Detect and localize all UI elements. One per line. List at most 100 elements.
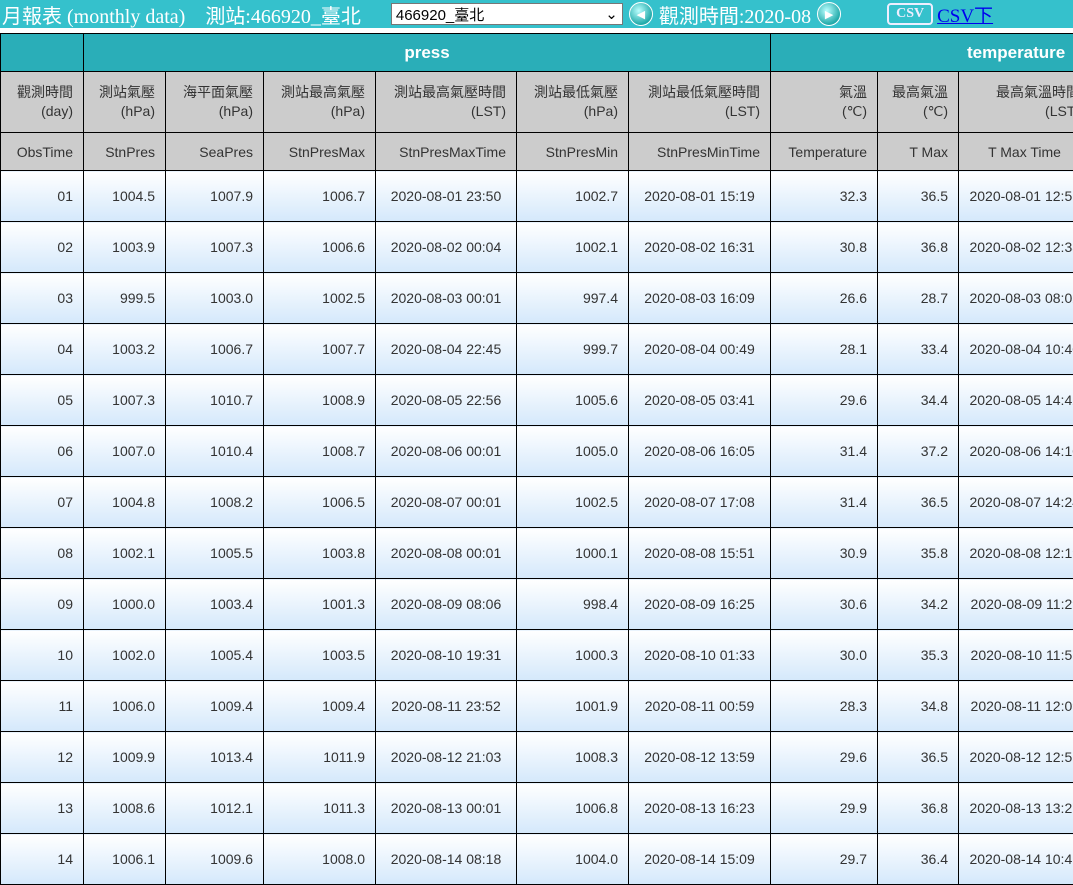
- table-cell: 1000.3: [517, 630, 629, 681]
- column-code: SeaPres: [166, 133, 264, 171]
- table-cell: 02: [1, 222, 84, 273]
- table-cell: 2020-08-04 22:45: [376, 324, 517, 375]
- table-cell: 36.4: [878, 834, 959, 885]
- column-zh: 測站最高氣壓: [281, 84, 365, 100]
- table-cell: 1005.4: [166, 630, 264, 681]
- table-cell: 28.7: [878, 273, 959, 324]
- table-cell: 11: [1, 681, 84, 732]
- table-cell: 2020-08-14 08:18: [376, 834, 517, 885]
- table-cell: 2020-08-13 00:01: [376, 783, 517, 834]
- table-cell: 2020-08-01 23:50: [376, 171, 517, 222]
- table-cell: 2020-08-05 03:41: [629, 375, 771, 426]
- table-cell: 2020-08-01 15:19: [629, 171, 771, 222]
- table-cell: 2020-08-14 10:41: [959, 834, 1073, 885]
- column-unit: (LST): [1045, 103, 1073, 119]
- table-cell: 2020-08-05 14:42: [959, 375, 1073, 426]
- table-cell: 05: [1, 375, 84, 426]
- column-code: ObsTime: [1, 133, 84, 171]
- prev-month-button[interactable]: ◀: [629, 2, 653, 26]
- table-cell: 1002.5: [517, 477, 629, 528]
- table-cell: 34.8: [878, 681, 959, 732]
- table-cell: 1009.6: [166, 834, 264, 885]
- table-cell: 12: [1, 732, 84, 783]
- column-zh: 最高氣溫時間: [996, 84, 1073, 100]
- column-header: 測站最高氣壓時間 (LST): [376, 72, 517, 133]
- table-cell: 998.4: [517, 579, 629, 630]
- column-zh: 測站最高氣壓時間: [394, 84, 506, 100]
- table-cell: 1007.0: [84, 426, 166, 477]
- table-cell: 04: [1, 324, 84, 375]
- group-press: press: [84, 34, 771, 72]
- column-header: 測站最高氣壓(hPa): [264, 72, 376, 133]
- table-cell: 29.9: [771, 783, 878, 834]
- column-header: 測站氣壓(hPa): [84, 72, 166, 133]
- table-cell: 2020-08-11 12:09: [959, 681, 1073, 732]
- table-cell: 1009.4: [264, 681, 376, 732]
- table-cell: 2020-08-04 00:49: [629, 324, 771, 375]
- table-cell: 1012.1: [166, 783, 264, 834]
- column-zh: 觀測時間: [17, 84, 73, 100]
- csv-download-link[interactable]: CSV下: [937, 1, 993, 28]
- next-month-button[interactable]: ▶: [817, 2, 841, 26]
- table-cell: 1002.0: [84, 630, 166, 681]
- table-cell: 999.5: [84, 273, 166, 324]
- table-cell: 1000.1: [517, 528, 629, 579]
- table-cell: 2020-08-14 15:09: [629, 834, 771, 885]
- table-cell: 1007.7: [264, 324, 376, 375]
- group-temperature: temperature: [771, 34, 1073, 72]
- table-cell: 29.6: [771, 732, 878, 783]
- chevron-down-icon: ⌄: [605, 5, 618, 23]
- table-cell: 09: [1, 579, 84, 630]
- table-cell: 28.3: [771, 681, 878, 732]
- table-cell: 1009.4: [166, 681, 264, 732]
- table-cell: 1002.1: [517, 222, 629, 273]
- table-cell: 30.0: [771, 630, 878, 681]
- table-cell: 2020-08-10 01:33: [629, 630, 771, 681]
- table-cell: 1006.0: [84, 681, 166, 732]
- column-header: 最高氣溫(℃): [878, 72, 959, 133]
- table-cell: 1002.7: [517, 171, 629, 222]
- table-cell: 1008.6: [84, 783, 166, 834]
- table-cell: 1004.0: [517, 834, 629, 885]
- table-cell: 2020-08-13 16:23: [629, 783, 771, 834]
- table-cell: 1000.0: [84, 579, 166, 630]
- station-select-value: 466920_臺北: [396, 4, 484, 25]
- table-cell: 08: [1, 528, 84, 579]
- table-cell: 1008.3: [517, 732, 629, 783]
- table-cell: 1003.0: [166, 273, 264, 324]
- table-cell: 2020-08-07 00:01: [376, 477, 517, 528]
- station-select[interactable]: 466920_臺北 ⌄: [391, 3, 623, 25]
- column-unit: (hPa): [219, 103, 253, 119]
- table-cell: 1008.9: [264, 375, 376, 426]
- table-cell: 2020-08-03 16:09: [629, 273, 771, 324]
- table-cell: 1003.9: [84, 222, 166, 273]
- table-cell: 2020-08-02 00:04: [376, 222, 517, 273]
- csv-download-icon[interactable]: CSV: [887, 3, 933, 25]
- column-unit: (LST): [471, 103, 506, 119]
- column-header: 觀測時間(day): [1, 72, 84, 133]
- table-cell: 1011.9: [264, 732, 376, 783]
- table-cell: 1002.1: [84, 528, 166, 579]
- table-cell: 36.8: [878, 222, 959, 273]
- column-header: 氣溫(℃): [771, 72, 878, 133]
- column-unit: (hPa): [584, 103, 618, 119]
- table-cell: 997.4: [517, 273, 629, 324]
- column-code: T Max: [878, 133, 959, 171]
- table-cell: 2020-08-03 08:02: [959, 273, 1073, 324]
- table-cell: 30.9: [771, 528, 878, 579]
- table-cell: 1006.7: [166, 324, 264, 375]
- table-cell: 35.3: [878, 630, 959, 681]
- table-cell: 1005.5: [166, 528, 264, 579]
- column-header: 測站最低氣壓(hPa): [517, 72, 629, 133]
- table-cell: 2020-08-13 13:27: [959, 783, 1073, 834]
- table-cell: 07: [1, 477, 84, 528]
- table-cell: 1011.3: [264, 783, 376, 834]
